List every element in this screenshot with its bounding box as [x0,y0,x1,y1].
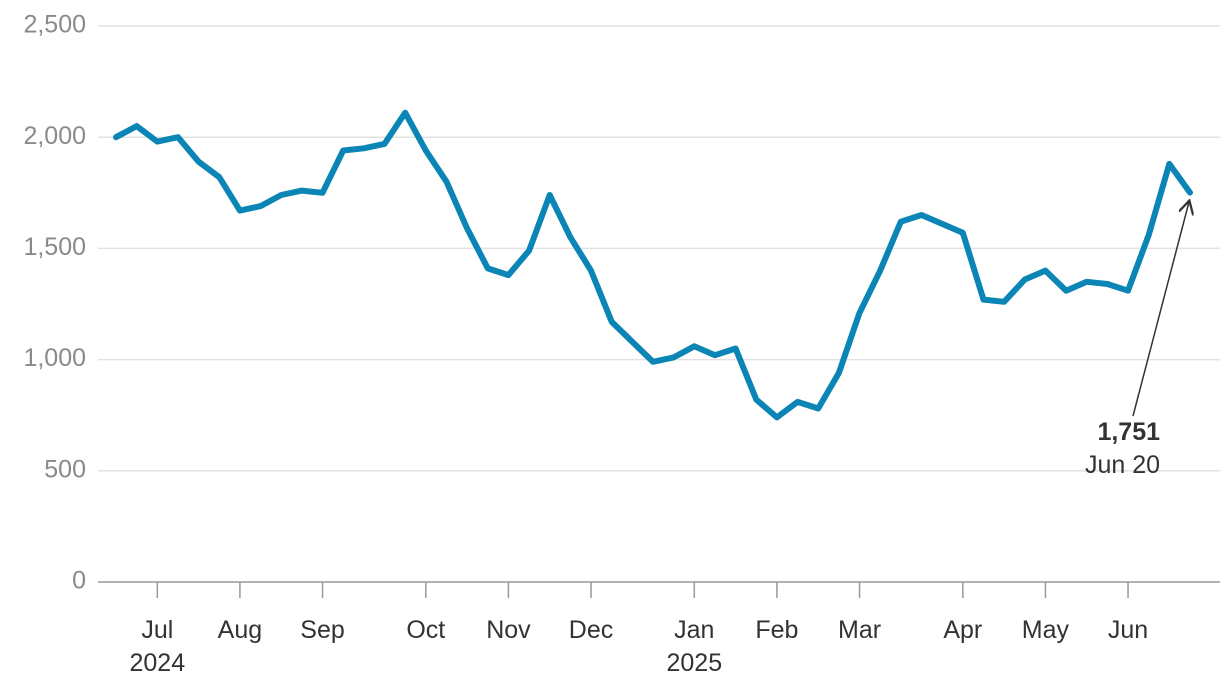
x-tick-label: Nov [486,616,531,644]
annotation-value: 1,751 [1097,418,1160,446]
x-tick-label: Jan 2025 [666,616,723,677]
y-tick-label: 2,000 [23,122,86,150]
x-tick-label: Feb [755,616,799,644]
x-tick-label: Oct [406,616,446,644]
y-tick-label: 500 [44,455,86,483]
x-tick-label: Apr [943,616,983,644]
line [113,109,1193,421]
x-tick-label: Jul 2024 [129,616,186,677]
x-tick-label: Sep [300,616,345,644]
x-tick-label: Dec [568,616,614,644]
annotation-arrow [1132,202,1189,417]
x-tick-label: Aug [217,616,263,644]
annotation-date: Jun 20 [1085,451,1160,479]
x-tick-label: May [1021,616,1070,644]
y-tick-label: 2,500 [23,11,86,39]
y-tick-label: 1,000 [23,344,86,372]
y-tick-label: 0 [72,567,86,595]
y-tick-label: 1,500 [23,233,86,261]
x-tick-label: Mar [838,616,882,644]
x-tick-label: Jun [1107,616,1149,644]
